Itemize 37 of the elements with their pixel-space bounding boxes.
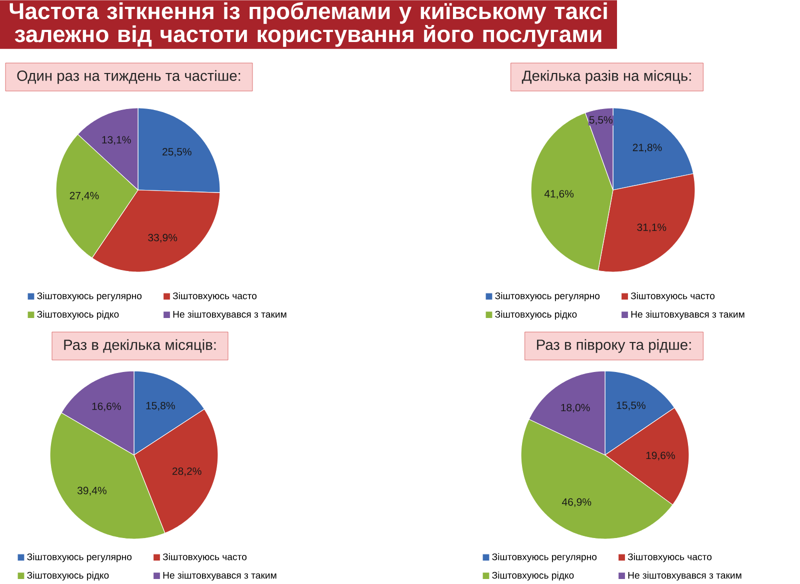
data-label: 41,6%	[544, 190, 574, 199]
data-label: 27,4%	[70, 192, 99, 201]
legend-label: Не зіштовхувався з таким	[173, 310, 286, 320]
data-label: 18,0%	[561, 404, 590, 413]
data-label: 19,6%	[646, 452, 675, 460]
data-label: 13,1%	[102, 136, 131, 145]
legend-label: Зіштовхуюсь часто	[630, 292, 715, 302]
data-label: 15,8%	[146, 402, 175, 411]
legend-label: Зіштовхуюсь рідко	[492, 572, 574, 581]
data-label: 5,5%	[589, 116, 612, 125]
legend-label: Зіштовхуюсь рідко	[495, 310, 577, 320]
legend-label: Зіштовхуюсь регулярно	[495, 292, 600, 302]
data-label: 21,8%	[632, 144, 662, 152]
data-label: 15,5%	[616, 402, 646, 410]
data-label: 16,6%	[92, 402, 121, 412]
chart-title: Раз в півроку та рідше:	[537, 339, 691, 353]
legend-label: Зіштовхуюсь часто	[162, 553, 247, 562]
data-label: 33,9%	[148, 234, 178, 243]
data-label: 28,2%	[172, 467, 202, 476]
legend-label: Зіштовхуюсь рідко	[37, 310, 119, 320]
legend-label: Зіштовхуюсь рідко	[27, 572, 109, 581]
legend-label: Зіштовхуюсь часто	[172, 292, 257, 302]
legend-label: Не зіштовхувався з таким	[631, 310, 744, 320]
text: Частота зіткнення із проблемами у київському таксі залежно від частоти користування його послугами	[10, 2, 607, 47]
data-label: 31,1%	[637, 224, 666, 232]
data-label: 39,4%	[77, 486, 106, 496]
data-label: 46,9%	[562, 498, 592, 507]
chart-title: Раз в декілька місяців:	[64, 339, 216, 353]
legend-label: Зіштовхуюсь регулярно	[37, 292, 142, 302]
legend-label: Не зіштовхувався з таким	[163, 572, 276, 581]
chart-title: Один раз на тиждень та частіше:	[17, 70, 240, 84]
chart-title: Декілька разів на місяць:	[522, 70, 691, 84]
legend-label: Не зіштовхувався з таким	[628, 572, 742, 581]
legend-label: Зіштовхуюсь регулярно	[27, 553, 132, 562]
legend-label: Зіштовхуюсь часто	[628, 553, 712, 562]
legend-label: Зіштовхуюсь регулярно	[492, 553, 597, 562]
data-label: 25,5%	[162, 148, 192, 157]
